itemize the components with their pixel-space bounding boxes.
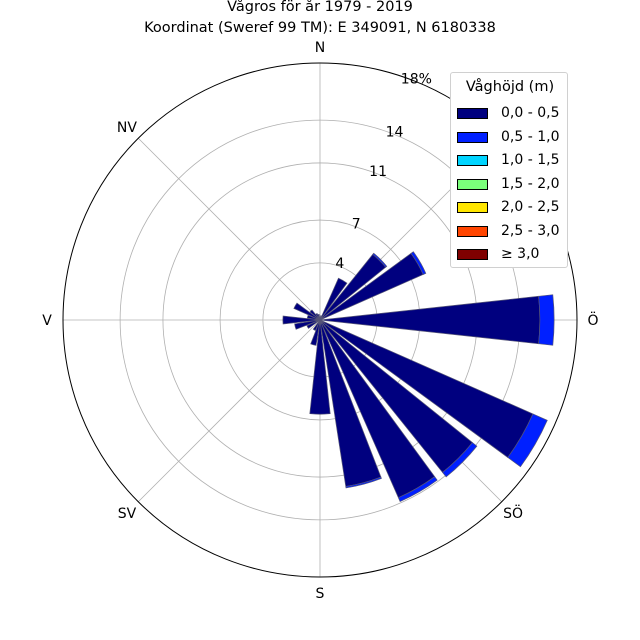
sector-bar-150-bin-1 [397,476,438,503]
legend-swatch [457,131,488,143]
sector-bar-135-bin-1 [442,442,478,478]
legend-item-2: 1,0 - 1,5 [457,152,567,170]
legend-label: 0,0 - 0,5 [501,105,560,121]
legend-swatch [457,178,488,190]
sector-bar-345-bin-0 [317,313,321,321]
legend-item-3: 1,5 - 2,0 [457,176,567,194]
legend-item-0: 0,0 - 0,5 [457,105,567,123]
legend-title: Våghöjd (m) [465,79,555,95]
legend-swatch [457,225,488,237]
direction-label-0: N [315,40,325,56]
sector-bar-60-bin-1 [410,251,427,275]
legend-label: 0,5 - 1,0 [501,128,560,145]
legend-swatch [457,108,488,119]
sector-bar-210-bin-0 [312,319,321,331]
legend-label: ≥ 3,0 [501,246,540,262]
legend-label: 2,5 - 3,0 [501,222,560,239]
radial-tick-label-1: 7 [352,217,361,233]
outer-frame [62,62,578,578]
sector-bar-90-bin-1 [538,294,555,346]
sector-bar-30-bin-0 [319,277,348,321]
sector-bar-120-bin-1 [507,413,548,468]
legend-item-5: 2,5 - 3,0 [457,223,567,241]
sector-bar-255-bin-0 [294,319,321,330]
grid-spoke-315 [137,137,321,321]
legend-swatch [457,249,488,260]
radial-tick-label-4: 18% [401,72,432,88]
legend-item-6: ≥ 3,0 [457,246,567,264]
chart-title: Vågros för år 1979 - 2019 [227,0,413,15]
chart-subtitle: Koordinat (Sweref 99 TM): E 349091, N 61… [144,20,496,36]
direction-label-7: NV [117,120,137,136]
legend-label: 1,5 - 2,0 [501,175,560,192]
sector-bar-45-bin-1 [372,252,388,268]
direction-label-6: V [42,313,52,329]
legend-item-4: 2,0 - 2,5 [457,199,567,217]
legend: Våghöjd (m) 0,0 - 0,5 0,5 - 1,0 1,0 - 1,5 1… [450,72,568,268]
radial-tick-label-0: 4 [335,256,344,272]
radial-tick-label-3: 14 [386,124,404,140]
sector-bar-300-bin-0 [293,302,321,321]
legend-item-1: 0,5 - 1,0 [457,129,567,147]
legend-swatch [457,155,488,166]
direction-label-4: S [316,586,325,602]
sector-bar-270-bin-0 [282,315,321,325]
legend-label: 2,0 - 2,5 [501,199,560,215]
legend-label: 1,0 - 1,5 [501,152,560,168]
direction-label-5: SV [118,506,137,522]
grid-spoke-225 [137,319,321,503]
sector-bar-180-bin-0 [309,319,331,415]
sector-bar-165-bin-1 [345,476,382,489]
sector-bar-195-bin-0 [310,319,321,346]
direction-label-2: Ö [587,311,598,329]
legend-swatch [457,202,488,213]
radial-tick-label-2: 11 [369,164,387,180]
sector-bars [282,251,555,503]
direction-label-3: SÖ [503,504,523,522]
